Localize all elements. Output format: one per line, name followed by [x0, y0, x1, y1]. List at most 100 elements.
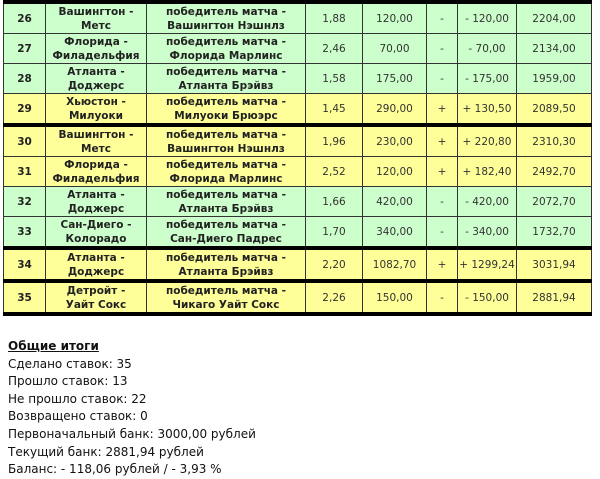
odds-cell: 2,46 [305, 33, 363, 64]
bet-cell: победитель матча - Вашингтон Нэшнлз [146, 123, 306, 157]
match-line: Доджерс [67, 79, 125, 92]
row-number: 29 [3, 93, 46, 126]
bet-cell: победитель матча - Сан-Диего Падрес [146, 216, 306, 249]
match-line: Филадельфия [52, 49, 140, 62]
match-line: Флорида - [64, 158, 128, 171]
odds-cell: 1,88 [305, 0, 363, 34]
row-number: 35 [3, 279, 46, 316]
match-line: Сан-Диего - [60, 218, 132, 231]
match-line: Колорадо [65, 232, 127, 245]
bank-cell: 1732,70 [516, 216, 592, 249]
match-cell: Флорида - Филадельфия [45, 33, 147, 64]
match-line: Метс [81, 19, 111, 32]
profit-cell: + 220,80 [457, 123, 517, 157]
bet-line: Вашингтон Нэшнлз [167, 19, 285, 32]
match-cell: Детройт - Уайт Сокс [45, 279, 147, 316]
match-cell: Атланта - Доджерс [45, 63, 147, 94]
profit-cell: - 120,00 [457, 0, 517, 34]
summary-bets-made: Сделано ставок: 35 [8, 356, 132, 371]
bet-line: Атланта Брэйвз [178, 79, 274, 92]
table-row: 26 Вашингтон - Метс победитель матча - Вашин… [3, 0, 592, 34]
result-cell: - [426, 33, 458, 64]
stake-cell: 1082,70 [362, 246, 427, 282]
profit-cell: + 1299,24 [457, 246, 517, 282]
bet-line: победитель матча - [165, 35, 286, 48]
match-cell: Вашингтон - Метс [45, 123, 147, 157]
bet-line: победитель матча - [165, 5, 286, 18]
bet-line: победитель матча - [165, 65, 286, 78]
profit-cell: + 130,50 [457, 93, 517, 126]
summary-initial-bank: Первоначальный банк: 3000,00 рублей [8, 426, 256, 441]
row-number: 30 [3, 123, 46, 157]
odds-cell: 1,45 [305, 93, 363, 126]
bet-line: Флорида Марлинс [169, 172, 283, 185]
bet-line: Флорида Марлинс [169, 49, 283, 62]
bet-line: победитель матча - [165, 251, 286, 264]
bet-cell: победитель матча - Вашингтон Нэшнлз [146, 0, 306, 34]
match-line: Атланта - [67, 188, 125, 201]
match-cell: Сан-Диего - Колорадо [45, 216, 147, 249]
result-cell: + [426, 93, 458, 126]
bet-cell: победитель матча - Флорида Марлинс [146, 156, 306, 187]
profit-cell: - 340,00 [457, 216, 517, 249]
bet-line: Вашингтон Нэшнлз [167, 142, 285, 155]
row-number: 28 [3, 63, 46, 94]
bet-line: победитель матча - [165, 284, 286, 297]
row-number: 34 [3, 246, 46, 282]
stake-cell: 290,00 [362, 93, 427, 126]
bet-line: Атланта Брэйвз [178, 202, 274, 215]
bank-cell: 2881,94 [516, 279, 592, 316]
profit-cell: - 420,00 [457, 186, 517, 217]
match-line: Метс [81, 142, 111, 155]
stake-cell: 70,00 [362, 33, 427, 64]
table-row: 34 Атланта - Доджерс победитель матча - Атла… [3, 246, 592, 282]
bet-line: Сан-Диего Падрес [170, 232, 282, 245]
match-line: Филадельфия [52, 172, 140, 185]
match-line: Атланта - [67, 251, 125, 264]
profit-cell: + 182,40 [457, 156, 517, 187]
match-line: Хьюстон - [66, 95, 126, 108]
bet-cell: победитель матча - Милуоки Брюэрс [146, 93, 306, 126]
odds-cell: 2,20 [305, 246, 363, 282]
bet-line: Чикаго Уайт Сокс [172, 298, 280, 311]
table-row: 27 Флорида - Филадельфия победитель матча -… [3, 33, 592, 64]
bank-cell: 2492,70 [516, 156, 592, 187]
summary-bets-returned: Возвращено ставок: 0 [8, 409, 148, 424]
match-line: Вашингтон - [58, 128, 134, 141]
match-line: Доджерс [67, 265, 125, 278]
bet-cell: победитель матча - Флорида Марлинс [146, 33, 306, 64]
summary: Общие итоги Сделано ставок: 35 Прошло ст… [8, 338, 256, 479]
bet-cell: победитель матча - Чикаго Уайт Сокс [146, 279, 306, 316]
result-cell: - [426, 186, 458, 217]
table-row: 30 Вашингтон - Метс победитель матча - Вашин… [3, 123, 592, 157]
result-cell: + [426, 246, 458, 282]
match-line: Флорида - [64, 35, 128, 48]
row-number: 33 [3, 216, 46, 249]
table-row: 35 Детройт - Уайт Сокс победитель матча - Чи… [3, 279, 592, 316]
row-number: 27 [3, 33, 46, 64]
table-row: 28 Атланта - Доджерс победитель матча - Атла… [3, 63, 592, 94]
bank-cell: 2134,00 [516, 33, 592, 64]
summary-bets-lost: Не прошло ставок: 22 [8, 391, 147, 406]
match-line: Вашингтон - [58, 5, 134, 18]
bank-cell: 3031,94 [516, 246, 592, 282]
stake-cell: 230,00 [362, 123, 427, 157]
odds-cell: 1,66 [305, 186, 363, 217]
result-cell: - [426, 216, 458, 249]
table-row: 31 Флорида - Филадельфия победитель матча -… [3, 156, 592, 187]
odds-cell: 1,70 [305, 216, 363, 249]
bank-cell: 2072,70 [516, 186, 592, 217]
summary-bets-won: Прошло ставок: 13 [8, 374, 128, 389]
profit-cell: - 150,00 [457, 279, 517, 316]
result-cell: - [426, 279, 458, 316]
stake-cell: 120,00 [362, 0, 427, 34]
row-number: 32 [3, 186, 46, 217]
profit-cell: - 70,00 [457, 33, 517, 64]
bank-cell: 2204,00 [516, 0, 592, 34]
bet-cell: победитель матча - Атланта Брэйвз [146, 186, 306, 217]
bet-line: победитель матча - [165, 188, 286, 201]
table-row: 29 Хьюстон - Милуоки победитель матча - Милу… [3, 93, 592, 126]
bets-table: 26 Вашингтон - Метс победитель матча - Вашин… [3, 0, 592, 316]
bet-line: Атланта Брэйвз [178, 265, 274, 278]
match-cell: Флорида - Филадельфия [45, 156, 147, 187]
